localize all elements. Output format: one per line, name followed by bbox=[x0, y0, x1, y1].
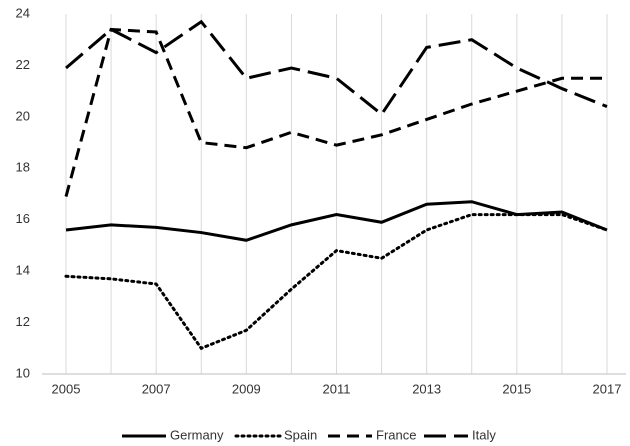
y-tick-label: 24 bbox=[16, 5, 30, 20]
legend-label: Germany bbox=[170, 427, 224, 442]
y-tick-label: 20 bbox=[16, 108, 30, 123]
y-tick-label: 10 bbox=[16, 365, 30, 380]
x-tick-label: 2007 bbox=[142, 381, 171, 396]
y-tick-label: 16 bbox=[16, 211, 30, 226]
x-tick-label: 2015 bbox=[502, 381, 531, 396]
series-line bbox=[64, 213, 609, 351]
series-line bbox=[65, 19, 608, 117]
y-tick-label: 18 bbox=[16, 160, 30, 175]
x-tick-label: 2009 bbox=[232, 381, 261, 396]
x-tick-label: 2011 bbox=[323, 381, 351, 396]
x-tick-label: 2005 bbox=[52, 381, 81, 396]
legend-label: Spain bbox=[284, 427, 317, 442]
legend-label: France bbox=[376, 427, 416, 442]
y-tick-label: 14 bbox=[16, 263, 30, 278]
x-tick-label: 2017 bbox=[593, 381, 622, 396]
legend-label: Italy bbox=[472, 427, 496, 442]
y-tick-label: 12 bbox=[16, 314, 30, 329]
y-tick-label: 22 bbox=[16, 57, 30, 72]
series-line bbox=[64, 27, 607, 197]
x-tick-label: 2013 bbox=[412, 381, 441, 396]
